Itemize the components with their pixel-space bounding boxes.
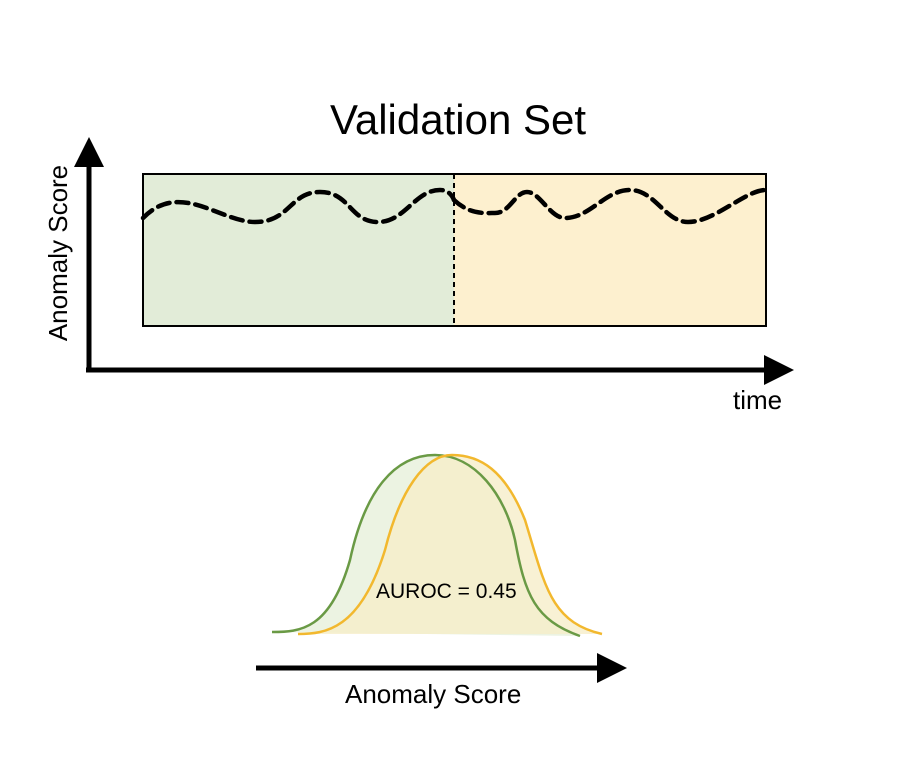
second-segment-region bbox=[454, 174, 766, 326]
diagram-title: Validation Set bbox=[329, 96, 587, 143]
second-distribution-fill bbox=[298, 455, 602, 634]
signal-line-first-segment bbox=[140, 187, 457, 225]
signal-line-second-segment bbox=[451, 187, 769, 225]
auroc-label: AUROC = 0.45 bbox=[376, 580, 517, 603]
second-distribution-curve bbox=[297, 453, 603, 636]
first-distribution-curve bbox=[271, 453, 581, 638]
y-axis-label: Anomaly Score bbox=[43, 164, 73, 342]
x-axis-label: time bbox=[733, 385, 783, 415]
distribution-axis-label: Anomaly Score bbox=[345, 679, 522, 709]
